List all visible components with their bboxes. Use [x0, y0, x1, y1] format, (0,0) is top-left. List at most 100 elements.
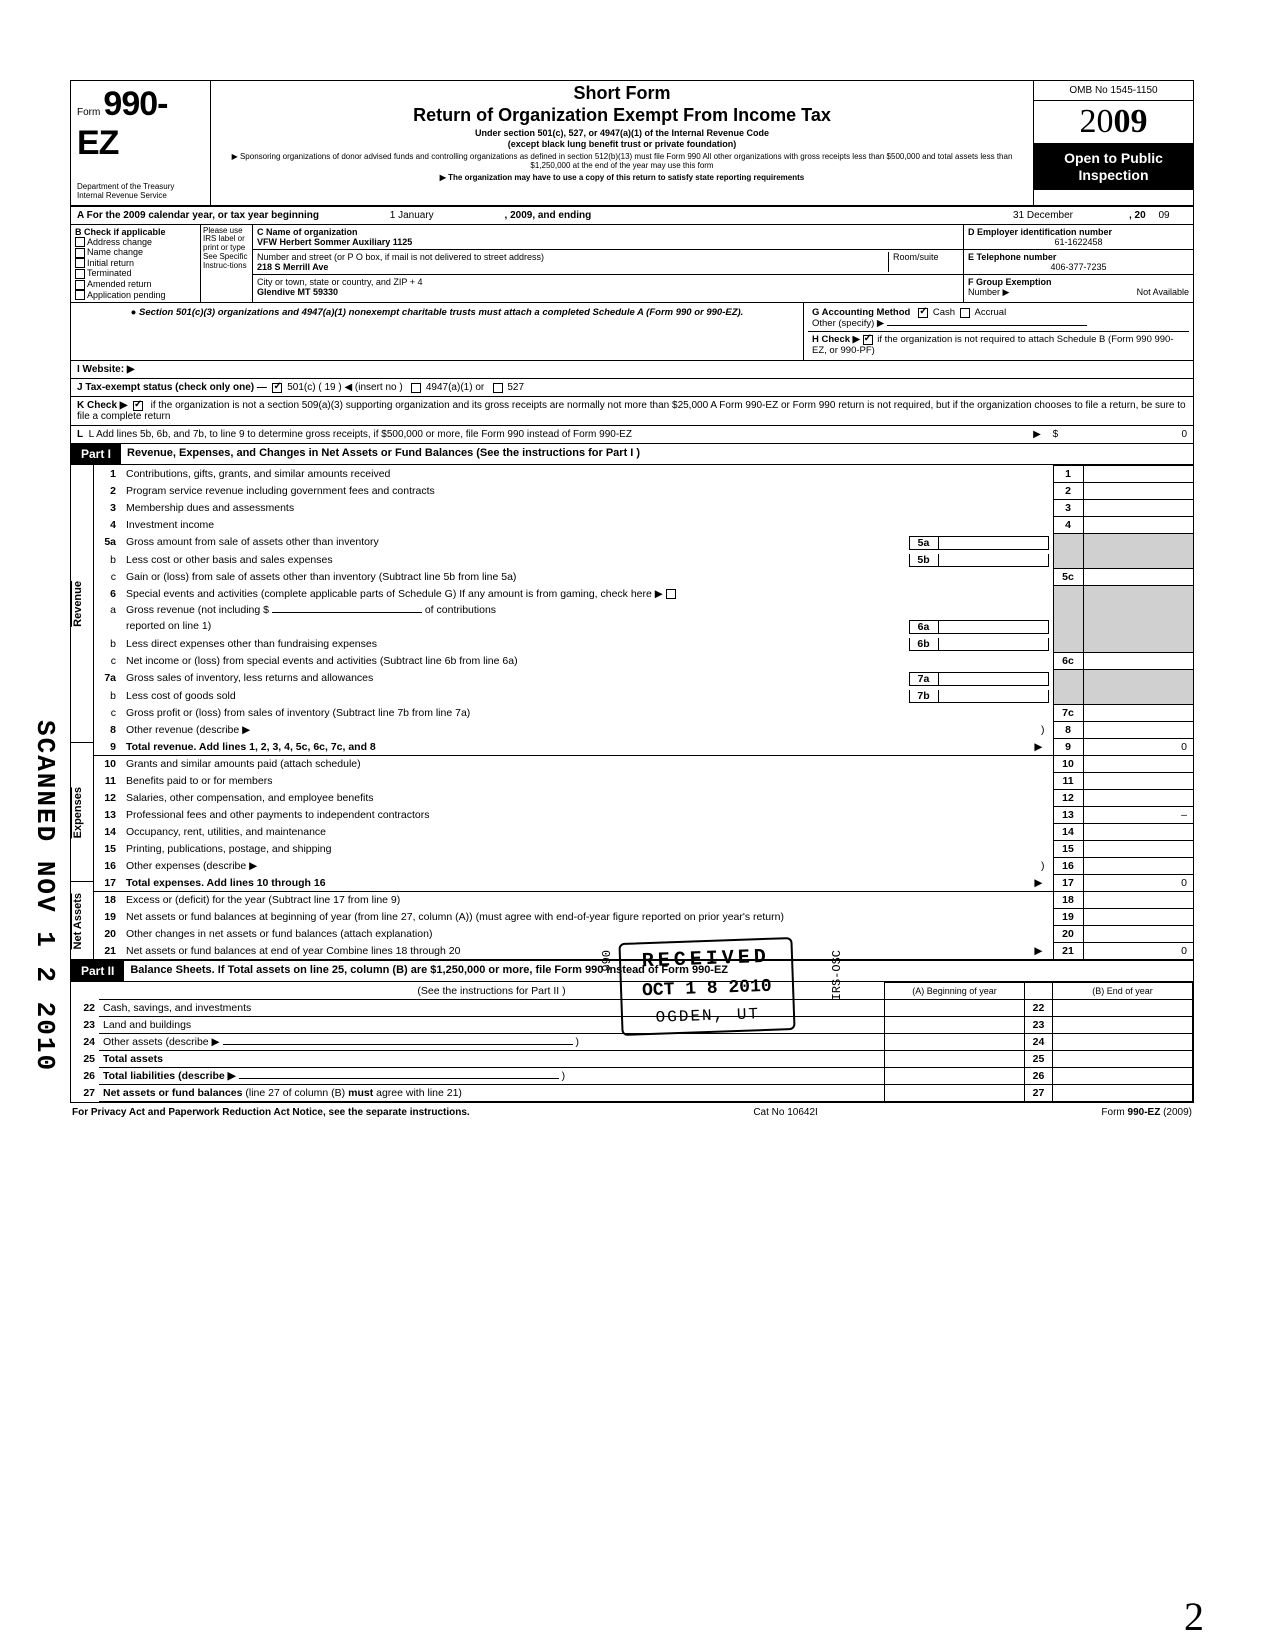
- open-public-2: Inspection: [1036, 167, 1191, 184]
- line-5c: Gain or (loss) from sale of assets other…: [122, 569, 1053, 586]
- stamp-date: OCT 1 8 2010: [642, 977, 772, 1002]
- yr-val: 09: [1158, 210, 1169, 221]
- header-left: Form 990-EZ Department of the Treasury I…: [71, 81, 211, 205]
- line-4: Investment income: [122, 517, 1053, 534]
- line-7a: Gross sales of inventory, less returns a…: [126, 672, 909, 686]
- footer-right: Form 990-EZ (2009): [1101, 1107, 1192, 1118]
- line-6c: Net income or (loss) from special events…: [122, 653, 1053, 670]
- l-amt: 0: [1181, 429, 1187, 440]
- header-note1: ▶ Sponsoring organizations of donor advi…: [219, 152, 1025, 171]
- chk-accrual[interactable]: [960, 308, 970, 318]
- omb-number: OMB No 1545-1150: [1034, 81, 1193, 101]
- row-j-status: J Tax-exempt status (check only one) — 5…: [71, 379, 1193, 397]
- room-label: Room/suite: [889, 252, 959, 272]
- row-a-mid: , 2009, and ending: [505, 210, 592, 221]
- chk-527[interactable]: [493, 383, 503, 393]
- d-ein: D Employer identification number 61-1622…: [964, 225, 1193, 250]
- header-center: Short Form Return of Organization Exempt…: [211, 81, 1033, 205]
- line-25: Total assets: [99, 1050, 885, 1067]
- chk-h[interactable]: [863, 335, 873, 345]
- col-name-address: C Name of organization VFW Herbert Somme…: [253, 225, 963, 303]
- city-value: Glendive MT 59330: [257, 287, 338, 297]
- chk-cash[interactable]: [918, 308, 928, 318]
- chk-address-change[interactable]: Address change: [75, 237, 196, 248]
- open-public-1: Open to Public: [1036, 150, 1191, 167]
- addr-label: Number and street (or P O box, if mail i…: [257, 252, 544, 262]
- line-13: Professional fees and other payments to …: [122, 807, 1053, 824]
- part1-header: Part I Revenue, Expenses, and Changes in…: [71, 444, 1193, 465]
- opt-527: 527: [507, 382, 524, 393]
- l-arrow: ▶: [1027, 429, 1047, 440]
- b-label: B Check if applicable: [75, 227, 196, 237]
- g-other: Other (specify) ▶: [812, 318, 884, 329]
- chk-501c[interactable]: [272, 383, 282, 393]
- lines-table: 1Contributions, gifts, grants, and simil…: [94, 465, 1193, 959]
- line-21: Net assets or fund balances at end of ye…: [122, 943, 1053, 960]
- part1-title: Revenue, Expenses, and Changes in Net As…: [121, 444, 1193, 464]
- line-6: Special events and activities (complete …: [122, 586, 1053, 602]
- line-12: Salaries, other compensation, and employ…: [122, 790, 1053, 807]
- side-expenses: Expenses: [71, 787, 93, 838]
- l-dollar: $: [1053, 429, 1059, 440]
- line-26: Total liabilities (describe ▶ ): [99, 1067, 885, 1084]
- phone-value: 406-377-7235: [968, 262, 1189, 272]
- stamp-990: 990: [600, 950, 614, 972]
- side-labels: Revenue Expenses Net Assets: [71, 465, 94, 959]
- ein-value: 61-1622458: [968, 237, 1189, 247]
- chk-app-pending[interactable]: Application pending: [75, 290, 196, 301]
- row-a-tax-year: A For the 2009 calendar year, or tax yea…: [71, 207, 1193, 225]
- chk-4947[interactable]: [411, 383, 421, 393]
- scanned-stamp: SCANNED NOV 1 2 2010: [30, 720, 60, 1072]
- line-17: Total expenses. Add lines 10 through 16▶: [122, 875, 1053, 892]
- part2-colB: (B) End of year: [1053, 983, 1193, 1000]
- line-6b: Less direct expenses other than fundrais…: [126, 638, 909, 651]
- dept-treasury: Department of the Treasury Internal Reve…: [77, 183, 204, 201]
- part2-colA: (A) Beginning of year: [885, 983, 1025, 1000]
- chk-name-change[interactable]: Name change: [75, 247, 196, 258]
- year-suffix: 09: [1114, 103, 1148, 140]
- chk-amended[interactable]: Amended return: [75, 279, 196, 290]
- chk-gaming[interactable]: [666, 589, 676, 599]
- form-header: Form 990-EZ Department of the Treasury I…: [71, 81, 1193, 207]
- f-label2: Number ▶: [968, 287, 1009, 297]
- chk-initial-return[interactable]: Initial return: [75, 258, 196, 269]
- line-2: Program service revenue including govern…: [122, 483, 1053, 500]
- e-phone: E Telephone number 406-377-7235: [964, 250, 1193, 275]
- dept-line2: Internal Revenue Service: [77, 192, 204, 201]
- bullet-501c3: ● Section 501(c)(3) organizations and 49…: [71, 303, 803, 360]
- opt-4947: 4947(a)(1) or: [426, 382, 484, 393]
- open-to-public: Open to Public Inspection: [1034, 144, 1193, 190]
- section-b-through-f: B Check if applicable Address change Nam…: [71, 225, 1193, 304]
- footer-mid: Cat No 10642I: [753, 1107, 818, 1118]
- line-24: Other assets (describe ▶ ): [99, 1033, 885, 1050]
- chk-terminated[interactable]: Terminated: [75, 268, 196, 279]
- chk-k[interactable]: [133, 401, 143, 411]
- received-stamp: RECEIVED OCT 1 8 2010 OGDEN, UT: [618, 937, 795, 1036]
- g-label: G Accounting Method: [812, 307, 910, 318]
- stamp-received: RECEIVED: [641, 946, 771, 974]
- line-10: Grants and similar amounts paid (attach …: [122, 756, 1053, 773]
- col-b-checkboxes: B Check if applicable Address change Nam…: [71, 225, 201, 303]
- line-15: Printing, publications, postage, and shi…: [122, 841, 1053, 858]
- line-5b: Less cost or other basis and sales expen…: [126, 554, 909, 567]
- opt-501c: 501(c) ( 19 ) ◀ (insert no ): [287, 382, 403, 393]
- line-3: Membership dues and assessments: [122, 500, 1053, 517]
- g-accrual: Accrual: [975, 307, 1007, 318]
- subtitle2: (except black lung benefit trust or priv…: [219, 139, 1025, 150]
- addr-value: 218 S Merrill Ave: [257, 262, 328, 272]
- line-18: Excess or (deficit) for the year (Subtra…: [122, 892, 1053, 909]
- line-5a: Gross amount from sale of assets other t…: [126, 536, 909, 550]
- year-end: 31 December: [963, 207, 1123, 224]
- handwritten-page-number: 2: [1184, 1593, 1204, 1640]
- line-11: Benefits paid to or for members: [122, 773, 1053, 790]
- subtitle: Under section 501(c), 527, or 4947(a)(1)…: [219, 128, 1025, 139]
- g-cash: Cash: [933, 307, 955, 318]
- stamp-irs-osc: IRS-OSC: [830, 950, 844, 1000]
- header-note2: ▶ The organization may have to use a cop…: [219, 173, 1025, 183]
- addr-row: Number and street (or P O box, if mail i…: [253, 250, 963, 275]
- title-return: Return of Organization Exempt From Incom…: [219, 105, 1025, 127]
- col-g-h: G Accounting Method Cash Accrual Other (…: [803, 303, 1193, 360]
- row-501c3-g: ● Section 501(c)(3) organizations and 49…: [71, 303, 1193, 361]
- page-footer: For Privacy Act and Paperwork Reduction …: [70, 1103, 1194, 1118]
- line-8: Other revenue (describe ▶): [122, 722, 1053, 739]
